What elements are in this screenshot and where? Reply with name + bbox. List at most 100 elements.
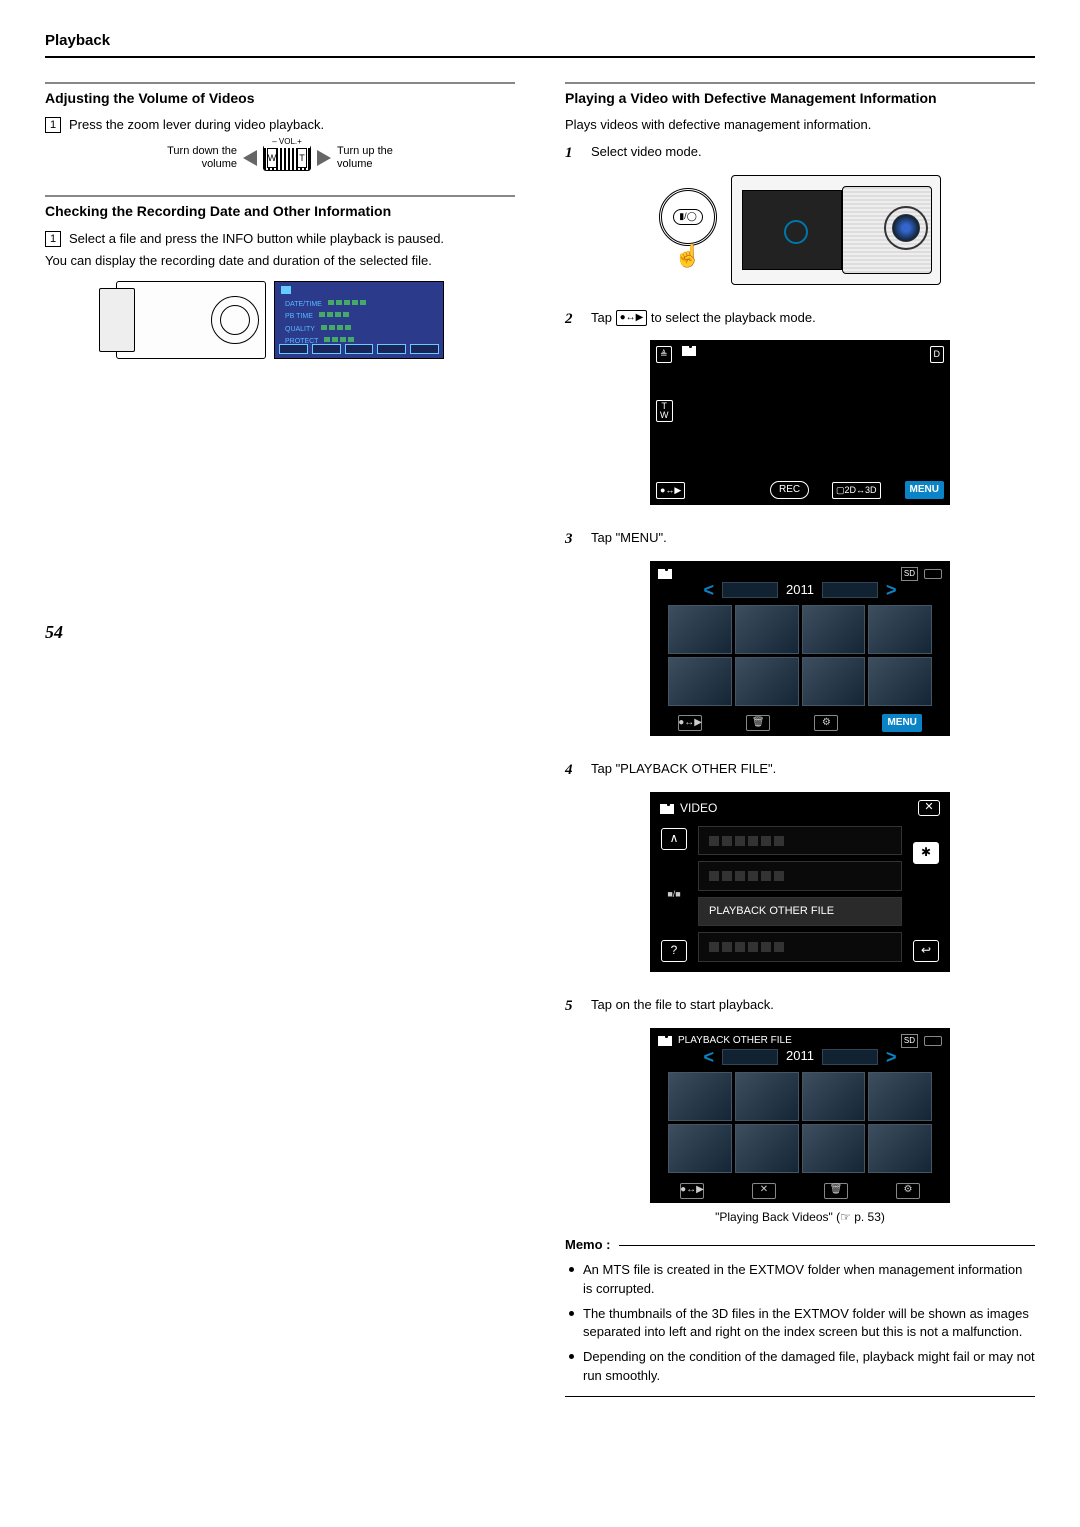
date-strip	[822, 1049, 878, 1065]
camera-info-figure: DATE/TIME PB TIME QUALITY PROTECT	[45, 281, 515, 359]
menu-button[interactable]: MENU	[882, 714, 921, 733]
info-key: QUALITY	[285, 325, 315, 335]
thumbnail[interactable]	[668, 1124, 732, 1173]
chevron-right-icon[interactable]: >	[886, 577, 897, 603]
camcorder-figure: ▮/◯ ☝	[565, 175, 1035, 285]
gear-icon[interactable]: ⚙	[814, 715, 838, 731]
thumbnail[interactable]	[802, 657, 866, 706]
playback-mode-button[interactable]: ●↔▶	[656, 482, 685, 499]
step-number: 3	[565, 529, 583, 551]
lcd-gallery: SD < 2011 > ●↔▶ 🗑	[650, 561, 950, 736]
info-key: DATE/TIME	[285, 300, 322, 310]
close-button[interactable]: ✕	[752, 1183, 776, 1199]
thumbnail[interactable]	[668, 1072, 732, 1121]
film-icon	[682, 346, 696, 356]
menu-button[interactable]: MENU	[905, 481, 944, 500]
help-button[interactable]: ?	[661, 940, 687, 962]
menu-item[interactable]	[698, 861, 902, 891]
thumbnail[interactable]	[735, 1124, 799, 1173]
thumbnail[interactable]	[735, 657, 799, 706]
step-text: Select video mode.	[591, 143, 1035, 162]
thumbnail[interactable]	[868, 605, 932, 654]
info-screen: DATE/TIME PB TIME QUALITY PROTECT	[274, 281, 444, 359]
lcd-menu: VIDEO ✕ ∧ ■/■ ? ✱ ↩ PLAYBACK OTHER FILE	[650, 792, 950, 972]
camera-outline	[116, 281, 266, 359]
eject-icon: ≜	[656, 346, 672, 363]
menu-heading: VIDEO	[680, 800, 717, 817]
close-button[interactable]: ✕	[918, 800, 940, 816]
step-text: Tap "MENU".	[591, 529, 1035, 548]
gear-icon[interactable]: ⚙	[896, 1183, 920, 1199]
step-number-box: 1	[45, 117, 61, 133]
memo-item: An MTS file is created in the EXTMOV fol…	[569, 1261, 1035, 1299]
playback-mode-button[interactable]: ●↔▶	[680, 1183, 704, 1199]
chevron-right-icon[interactable]: >	[886, 1044, 897, 1070]
zoom-lever-figure: Turn down the volume – VOL.+ W T Turn up…	[45, 145, 515, 171]
thumbnail[interactable]	[802, 1124, 866, 1173]
zoom-right-label-2: volume	[337, 158, 393, 171]
thumbnail[interactable]	[668, 605, 732, 654]
zoom-right-label-1: Turn up the	[337, 145, 393, 158]
menu-item-playback-other[interactable]: PLAYBACK OTHER FILE	[698, 897, 902, 927]
thumbnail[interactable]	[802, 1072, 866, 1121]
chevron-left-icon[interactable]: <	[704, 577, 715, 603]
zoom-left-label-2: volume	[167, 158, 237, 171]
rec-button[interactable]: REC	[770, 481, 809, 500]
page-number: 54	[45, 619, 515, 645]
memo-heading: Memo :	[565, 1236, 611, 1255]
step-number: 1	[565, 143, 583, 165]
step-text: Tap on the file to start playback.	[591, 996, 1035, 1015]
info-key: PB TIME	[285, 312, 313, 322]
mode-2d3d-button[interactable]: ▢2D↔3D	[832, 482, 881, 499]
memo-item: The thumbnails of the 3D files in the EX…	[569, 1305, 1035, 1343]
settings-button[interactable]: ✱	[913, 842, 939, 864]
reference-link: "Playing Back Videos" (☞ p. 53)	[565, 1209, 1035, 1226]
back-button[interactable]: ↩	[913, 940, 939, 962]
step-number: 2	[565, 309, 583, 331]
gallery-year: 2011	[786, 581, 814, 600]
thumbnail[interactable]	[868, 1072, 932, 1121]
thumbnail[interactable]	[868, 1124, 932, 1173]
zoom-top-label: – VOL.+	[264, 136, 310, 148]
thumbnail[interactable]	[735, 1072, 799, 1121]
thumbnail[interactable]	[802, 605, 866, 654]
section-title-defective: Playing a Video with Defective Managemen…	[565, 88, 1035, 108]
page-header: Playback	[45, 30, 1035, 58]
info-note: You can display the recording date and d…	[45, 252, 515, 271]
thumbnail[interactable]	[868, 657, 932, 706]
film-icon	[660, 804, 674, 814]
step-number: 4	[565, 760, 583, 782]
zoom-lever-body: – VOL.+ W T	[263, 145, 311, 171]
memo-list: An MTS file is created in the EXTMOV fol…	[565, 1261, 1035, 1386]
mode-dial-icon: ▮/◯	[659, 188, 717, 246]
zoom-w: W	[267, 148, 277, 168]
trash-icon[interactable]: 🗑	[824, 1183, 848, 1199]
arrow-left-icon	[243, 150, 257, 166]
thumbnail[interactable]	[668, 657, 732, 706]
gallery-year: 2011	[786, 1047, 814, 1066]
menu-item[interactable]	[698, 826, 902, 856]
intro-text: Plays videos with defective management i…	[565, 116, 1035, 135]
step-number-box: 1	[45, 231, 61, 247]
left-column: Adjusting the Volume of Videos 1 Press t…	[45, 82, 515, 1397]
step-text: Press the zoom lever during video playba…	[69, 116, 515, 135]
thumbnail[interactable]	[735, 605, 799, 654]
section-title-info: Checking the Recording Date and Other In…	[45, 201, 515, 221]
date-strip	[722, 582, 778, 598]
lcd-gallery-other: PLAYBACK OTHER FILE SD < 2011 >	[650, 1028, 950, 1203]
arrow-right-icon	[317, 150, 331, 166]
playback-mode-icon: ●↔▶	[616, 310, 648, 327]
date-strip	[822, 582, 878, 598]
up-button[interactable]: ∧	[661, 828, 687, 850]
step-text-a: Tap	[591, 310, 616, 325]
zoom-left-label-1: Turn down the	[167, 145, 237, 158]
date-strip	[722, 1049, 778, 1065]
step-text: Tap "PLAYBACK OTHER FILE".	[591, 760, 1035, 779]
zoom-t: T	[297, 148, 307, 168]
chevron-left-icon[interactable]: <	[704, 1044, 715, 1070]
menu-item[interactable]	[698, 932, 902, 962]
playback-mode-button[interactable]: ●↔▶	[678, 715, 702, 731]
section-title-volume: Adjusting the Volume of Videos	[45, 88, 515, 108]
pager-indicator: ■/■	[667, 888, 680, 901]
trash-icon[interactable]: 🗑	[746, 715, 770, 731]
